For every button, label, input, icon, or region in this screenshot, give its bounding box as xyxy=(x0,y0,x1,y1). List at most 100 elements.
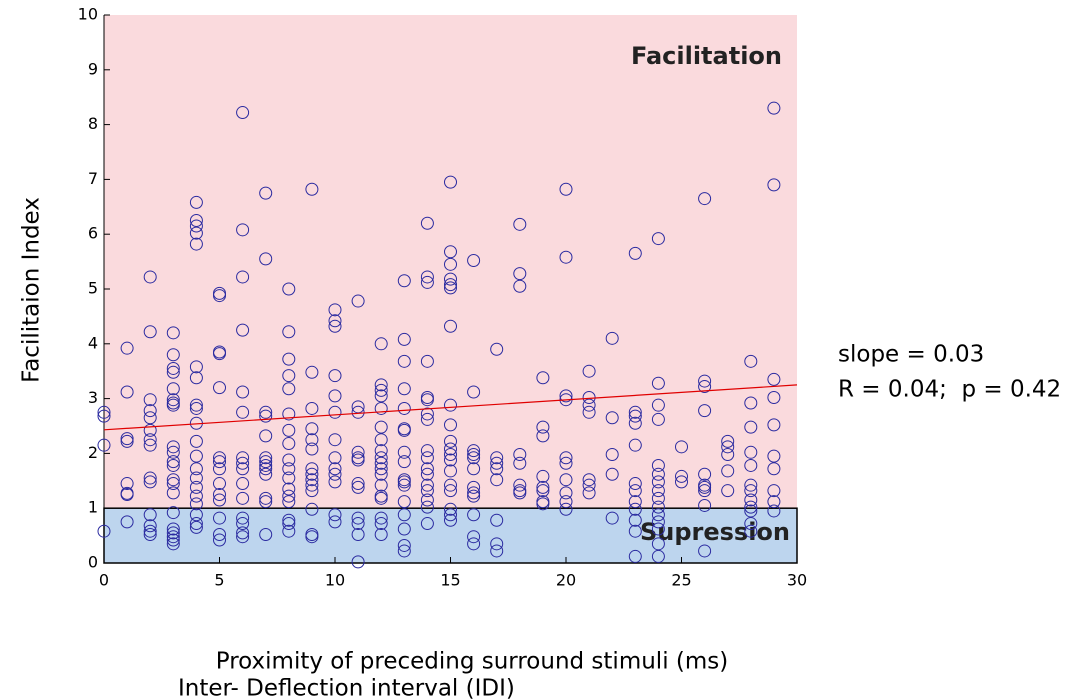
point xyxy=(166,506,180,520)
point xyxy=(513,486,527,500)
point xyxy=(143,433,157,447)
point xyxy=(420,493,434,507)
point xyxy=(397,495,411,509)
point xyxy=(282,513,296,527)
point xyxy=(651,484,665,498)
point xyxy=(651,537,665,551)
point xyxy=(328,405,342,419)
point xyxy=(444,281,457,295)
point xyxy=(536,469,550,483)
point xyxy=(582,478,596,492)
point xyxy=(582,486,596,500)
point xyxy=(513,267,527,281)
x-tick-label: 0 xyxy=(99,571,109,590)
point xyxy=(559,502,573,516)
point xyxy=(698,544,712,558)
point xyxy=(259,458,273,472)
point xyxy=(259,528,273,542)
point xyxy=(374,337,388,351)
point xyxy=(166,348,180,362)
point xyxy=(189,449,203,463)
point xyxy=(236,477,250,491)
point xyxy=(513,456,527,470)
point xyxy=(675,475,688,489)
point xyxy=(420,270,434,284)
point xyxy=(559,250,573,264)
point xyxy=(189,489,203,503)
point xyxy=(698,374,712,388)
point xyxy=(351,528,365,542)
point xyxy=(397,455,411,469)
point xyxy=(236,106,250,120)
point xyxy=(282,382,296,396)
point xyxy=(397,508,411,522)
point xyxy=(721,484,735,498)
point xyxy=(467,451,481,465)
point xyxy=(328,389,342,403)
point xyxy=(444,418,457,432)
point xyxy=(166,393,180,407)
point xyxy=(467,489,481,503)
point xyxy=(282,482,296,496)
point xyxy=(444,447,457,461)
point xyxy=(767,101,781,115)
point xyxy=(166,522,180,536)
point xyxy=(328,369,342,383)
point xyxy=(420,412,434,426)
point xyxy=(374,528,388,542)
point xyxy=(305,433,319,447)
point xyxy=(305,478,319,492)
point xyxy=(467,385,481,399)
point xyxy=(259,405,273,419)
point xyxy=(420,467,434,481)
point xyxy=(282,524,296,538)
point xyxy=(236,223,250,237)
point xyxy=(374,433,388,447)
point xyxy=(444,257,457,271)
point xyxy=(490,473,504,487)
point xyxy=(143,393,157,407)
point xyxy=(467,486,481,500)
point xyxy=(444,502,457,516)
point xyxy=(490,537,504,551)
point xyxy=(328,314,342,328)
point xyxy=(374,511,388,525)
point xyxy=(305,365,319,379)
point xyxy=(259,455,273,469)
point xyxy=(559,486,573,500)
point xyxy=(259,462,273,476)
point xyxy=(374,420,388,434)
point xyxy=(744,420,758,434)
point xyxy=(444,513,457,527)
point xyxy=(282,453,296,467)
x-tick-label: 25 xyxy=(671,571,691,590)
point xyxy=(328,508,342,522)
point xyxy=(536,484,550,498)
point xyxy=(351,294,365,308)
point xyxy=(189,520,203,534)
point xyxy=(698,480,712,494)
point xyxy=(143,438,157,452)
point xyxy=(605,331,619,345)
annotation: slope = 0.03 xyxy=(838,342,984,368)
point xyxy=(651,398,665,412)
point xyxy=(259,252,273,266)
point xyxy=(213,493,226,507)
point xyxy=(397,382,411,396)
y-tick-label: 5 xyxy=(88,279,98,298)
point xyxy=(282,437,296,451)
point xyxy=(651,508,665,522)
point xyxy=(189,517,203,531)
point xyxy=(236,491,250,505)
point xyxy=(628,524,642,538)
point xyxy=(536,497,550,511)
point xyxy=(374,478,388,492)
point xyxy=(767,462,781,476)
point xyxy=(444,442,457,456)
point xyxy=(328,303,342,317)
point xyxy=(120,434,134,448)
point xyxy=(420,216,434,230)
x-tick-label: 20 xyxy=(556,571,576,590)
point xyxy=(721,434,735,448)
y-tick-label: 7 xyxy=(88,169,98,188)
